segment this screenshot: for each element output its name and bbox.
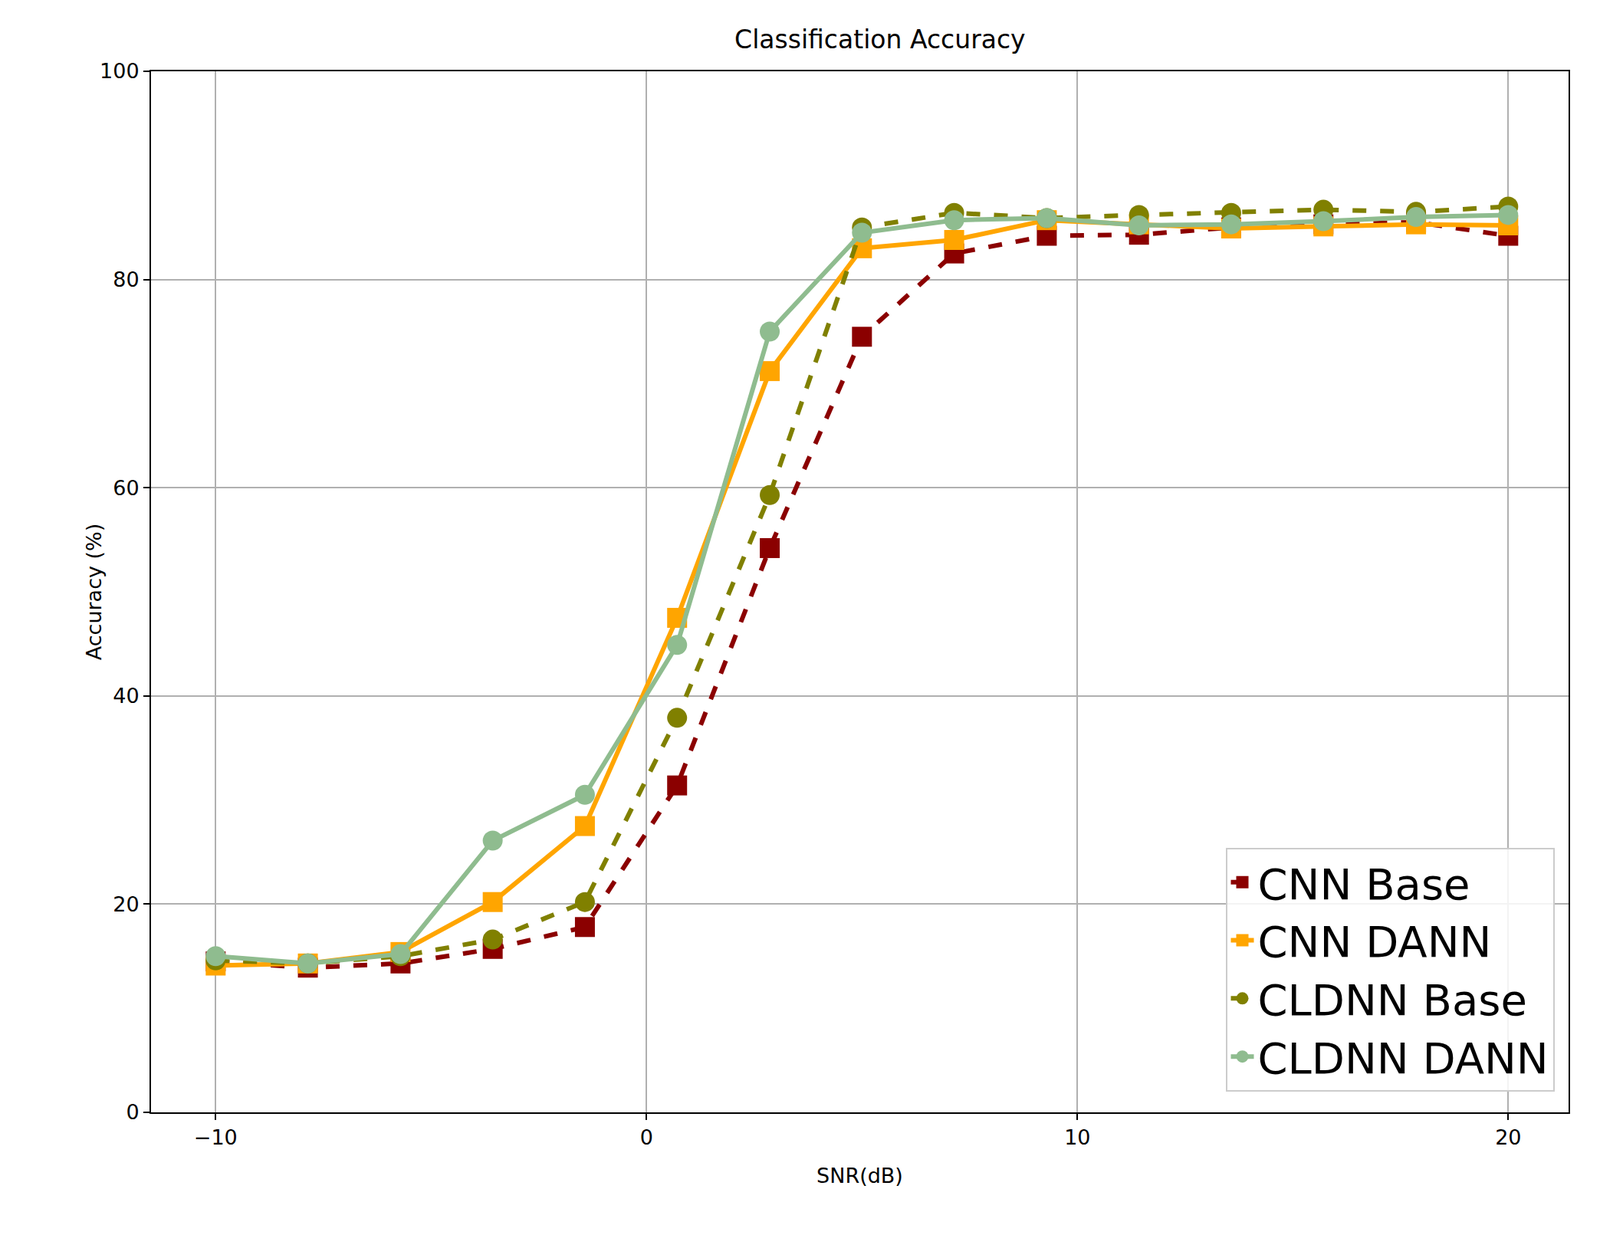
svg-text:0: 0 (640, 1125, 654, 1150)
svg-text:10: 10 (1064, 1125, 1091, 1150)
svg-text:20: 20 (1494, 1125, 1522, 1150)
svg-text:CLDNN DANN: CLDNN DANN (1258, 1033, 1549, 1084)
svg-text:Classification Accuracy: Classification Accuracy (734, 24, 1026, 55)
svg-text:CNN Base: CNN Base (1258, 859, 1471, 910)
svg-text:0: 0 (125, 1100, 139, 1124)
svg-text:Accuracy (%): Accuracy (%) (82, 523, 106, 661)
svg-text:CLDNN Base: CLDNN Base (1258, 975, 1528, 1026)
svg-text:CNN DANN: CNN DANN (1258, 916, 1492, 967)
svg-text:60: 60 (112, 476, 139, 500)
svg-text:20: 20 (112, 892, 139, 917)
svg-text:SNR(dB): SNR(dB) (816, 1163, 904, 1188)
svg-text:−10: −10 (193, 1125, 238, 1150)
svg-text:80: 80 (112, 267, 139, 292)
svg-text:100: 100 (99, 59, 140, 83)
svg-text:40: 40 (112, 683, 139, 708)
